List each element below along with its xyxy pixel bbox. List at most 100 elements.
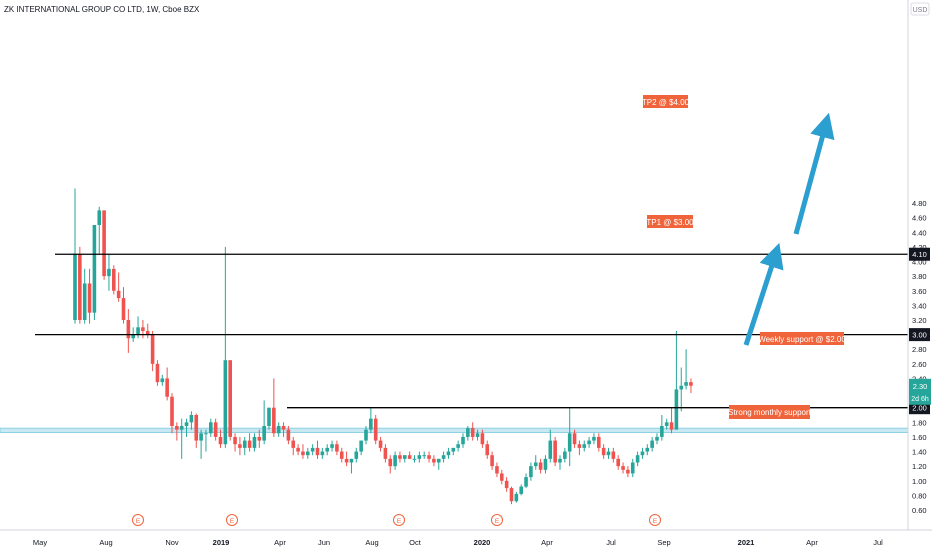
candle[interactable] <box>446 447 451 459</box>
candle[interactable] <box>339 447 344 463</box>
candle[interactable] <box>640 447 645 459</box>
candle[interactable] <box>645 444 650 456</box>
candle[interactable] <box>427 451 431 463</box>
candle[interactable] <box>689 378 693 394</box>
earnings-marker[interactable]: E <box>226 514 238 526</box>
candle[interactable] <box>315 440 320 459</box>
candle[interactable] <box>218 429 223 448</box>
candle[interactable] <box>165 367 169 401</box>
candle[interactable] <box>626 466 630 478</box>
candle[interactable] <box>112 265 116 295</box>
candle[interactable] <box>611 447 616 463</box>
candle[interactable] <box>92 225 97 320</box>
candle[interactable] <box>276 422 281 437</box>
candle[interactable] <box>247 433 252 452</box>
candle[interactable] <box>344 451 349 467</box>
candle[interactable] <box>475 429 480 441</box>
candle[interactable] <box>514 491 519 503</box>
candle[interactable] <box>272 378 276 437</box>
candle[interactable] <box>281 422 286 437</box>
candle[interactable] <box>490 451 494 470</box>
plot-area[interactable] <box>0 0 908 530</box>
candle[interactable] <box>635 451 640 467</box>
candle[interactable] <box>461 433 465 448</box>
candle[interactable] <box>262 400 266 445</box>
candle[interactable] <box>572 429 577 448</box>
earnings-marker[interactable]: E <box>491 514 503 526</box>
candle[interactable] <box>679 367 684 412</box>
candle[interactable] <box>485 440 490 459</box>
candle[interactable] <box>378 436 383 452</box>
candle[interactable] <box>325 444 329 456</box>
candle[interactable] <box>509 486 514 505</box>
candle[interactable] <box>359 440 363 456</box>
candle[interactable] <box>495 462 499 478</box>
candle[interactable] <box>500 469 504 485</box>
candle[interactable] <box>533 455 538 470</box>
candle[interactable] <box>199 429 203 459</box>
candle[interactable] <box>369 407 373 434</box>
monthly-support-label[interactable]: Strong monthly support <box>728 405 812 419</box>
candle[interactable] <box>335 440 339 456</box>
candle[interactable] <box>296 444 300 456</box>
earnings-marker[interactable]: E <box>649 514 661 526</box>
candle[interactable] <box>664 418 669 430</box>
earnings-marker[interactable]: E <box>132 514 144 526</box>
candle[interactable] <box>349 458 354 474</box>
candle[interactable] <box>213 418 218 441</box>
candle[interactable] <box>403 455 407 463</box>
candle[interactable] <box>412 455 417 463</box>
candle[interactable] <box>630 458 635 478</box>
candle[interactable] <box>238 436 242 456</box>
candle[interactable] <box>543 455 548 474</box>
candle[interactable] <box>160 374 165 386</box>
candle[interactable] <box>422 451 426 459</box>
candle[interactable] <box>524 473 528 489</box>
candle[interactable] <box>567 407 572 467</box>
tp1-label[interactable]: TP1 @ $3.00 <box>646 215 694 228</box>
candle[interactable] <box>504 477 509 492</box>
candle[interactable] <box>189 411 194 430</box>
candle[interactable] <box>257 429 262 448</box>
candle[interactable] <box>563 447 567 463</box>
candle[interactable] <box>451 447 456 456</box>
candle[interactable] <box>364 425 368 445</box>
candle[interactable] <box>194 413 199 448</box>
candle[interactable] <box>242 436 247 456</box>
candle[interactable] <box>228 360 232 441</box>
candle[interactable] <box>558 455 562 470</box>
candle[interactable] <box>320 447 325 459</box>
candle[interactable] <box>432 455 436 467</box>
candle[interactable] <box>179 418 184 459</box>
candle[interactable] <box>121 287 126 324</box>
candle[interactable] <box>674 330 679 430</box>
candle[interactable] <box>73 188 77 324</box>
candle[interactable] <box>582 440 587 452</box>
candle[interactable] <box>291 436 296 456</box>
candle[interactable] <box>684 349 688 390</box>
candle[interactable] <box>116 272 121 302</box>
earnings-marker[interactable]: E <box>393 514 405 526</box>
candle[interactable] <box>466 425 470 441</box>
candle[interactable] <box>184 418 189 437</box>
candle[interactable] <box>587 436 591 448</box>
candle[interactable] <box>87 268 92 324</box>
candle[interactable] <box>155 360 160 386</box>
candle[interactable] <box>301 444 305 459</box>
candle[interactable] <box>267 407 271 430</box>
tp2-label[interactable]: TP2 @ $4.00 <box>642 95 690 108</box>
candle[interactable] <box>548 429 553 463</box>
candle[interactable] <box>669 407 674 434</box>
candle[interactable] <box>170 393 174 434</box>
candle[interactable] <box>529 462 533 481</box>
candle[interactable] <box>393 451 397 470</box>
candle[interactable] <box>204 429 208 452</box>
candle[interactable] <box>650 436 654 452</box>
candle[interactable] <box>175 422 179 441</box>
candle[interactable] <box>597 433 601 452</box>
candle[interactable] <box>660 415 664 441</box>
candle[interactable] <box>102 210 106 280</box>
candle[interactable] <box>306 447 310 459</box>
candle[interactable] <box>606 447 611 459</box>
